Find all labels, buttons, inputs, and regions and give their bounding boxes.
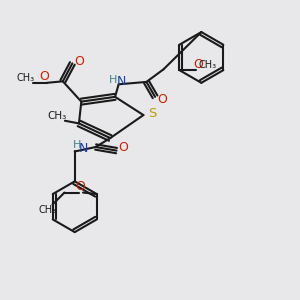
Text: O: O (74, 56, 84, 68)
Text: O: O (76, 180, 85, 193)
Text: H: H (109, 75, 118, 85)
Text: CH₃: CH₃ (39, 205, 57, 215)
Text: O: O (193, 58, 203, 71)
Text: CH₃: CH₃ (199, 60, 217, 70)
Text: CH₃: CH₃ (48, 111, 67, 121)
Text: CH₃: CH₃ (16, 73, 34, 83)
Text: S: S (148, 107, 157, 120)
Text: N: N (117, 75, 126, 88)
Text: N: N (78, 142, 88, 155)
Text: H: H (73, 140, 81, 150)
Text: O: O (118, 141, 128, 154)
Text: O: O (158, 93, 167, 106)
Text: O: O (40, 70, 50, 83)
